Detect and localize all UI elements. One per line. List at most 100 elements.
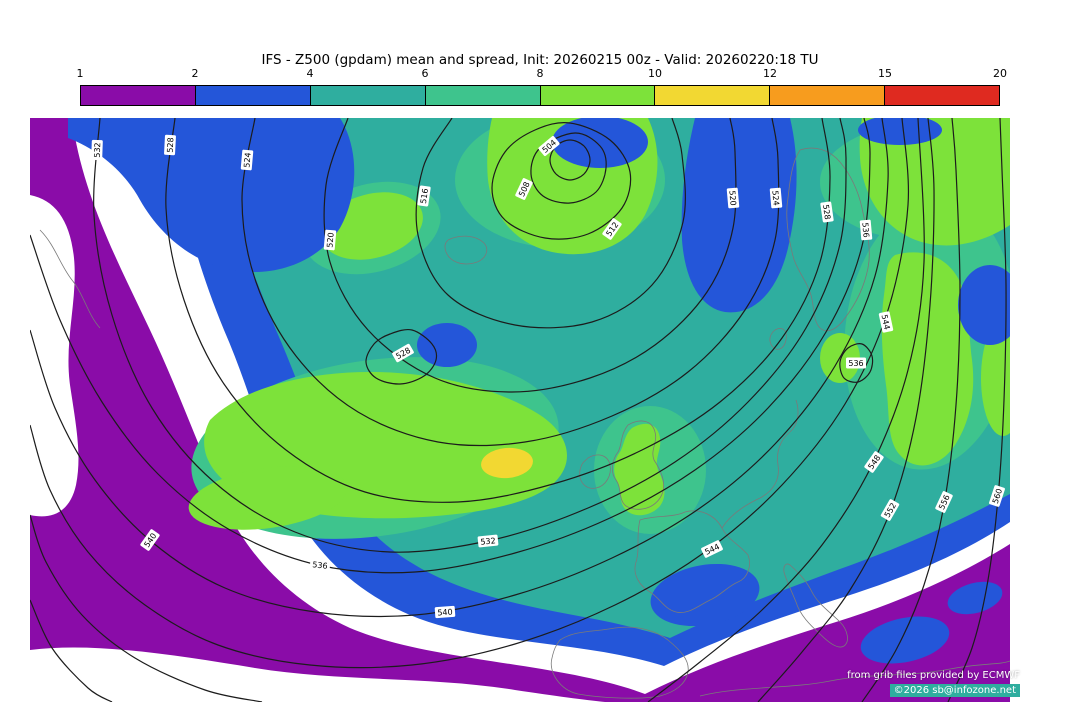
region-blue-patch-france bbox=[650, 563, 760, 627]
colorbar-segment-green bbox=[540, 86, 656, 105]
colorbar-tick-12: 12 bbox=[763, 67, 777, 80]
contour-label-516: 516 bbox=[417, 185, 431, 207]
coastline-10 bbox=[721, 399, 799, 529]
colorbar-ticks: 1 2 4 6 8 10 12 15 20 bbox=[76, 67, 1008, 81]
region-blue-patch-north bbox=[552, 118, 648, 168]
contour-544-12 bbox=[30, 118, 910, 669]
contour-516-3 bbox=[415, 118, 686, 329]
contour-label-536: 536 bbox=[859, 219, 873, 241]
svg-text:520: 520 bbox=[727, 190, 737, 206]
colorbar-tick-15: 15 bbox=[878, 67, 892, 80]
region-green-northeast bbox=[859, 118, 1010, 246]
contour-524-5 bbox=[241, 118, 780, 447]
region-blue-patch-south bbox=[860, 616, 950, 664]
region-blue-patch-northwest bbox=[68, 118, 355, 273]
colorbar-tick-10: 10 bbox=[648, 67, 662, 80]
colorbar-segment-blue bbox=[195, 86, 311, 105]
contour-label-532: 532 bbox=[477, 534, 499, 548]
contour-512-2 bbox=[491, 122, 632, 240]
region-blue-patch-central bbox=[417, 323, 477, 367]
coastline-1 bbox=[579, 454, 611, 489]
region-blue-patch-east bbox=[958, 265, 1010, 345]
svg-text:536: 536 bbox=[860, 222, 870, 238]
coastline-3 bbox=[550, 626, 689, 699]
contour-560-18 bbox=[947, 118, 1007, 702]
colorbar-segment-red bbox=[885, 86, 999, 105]
contour-label-520: 520 bbox=[323, 229, 337, 251]
coastline-0 bbox=[612, 420, 665, 510]
coastline-7 bbox=[444, 235, 488, 265]
colorbar-segment-orange bbox=[770, 86, 886, 105]
coastlines bbox=[39, 147, 1010, 699]
colorbar-wrap: 1 2 4 6 8 10 12 15 20 bbox=[77, 67, 1007, 106]
region-green-central-sw bbox=[188, 466, 348, 530]
contour-label-524: 524 bbox=[769, 187, 783, 209]
svg-text:544: 544 bbox=[880, 314, 892, 331]
contour-536-9 bbox=[30, 118, 871, 574]
contour-label-560: 560 bbox=[989, 485, 1005, 507]
spread-fill-regions bbox=[30, 118, 1010, 702]
svg-text:532: 532 bbox=[480, 536, 496, 547]
contour-540-11 bbox=[30, 118, 889, 618]
contour-508-1 bbox=[530, 132, 607, 204]
svg-text:560: 560 bbox=[991, 487, 1004, 504]
credit-site: ©2026 sb@infozone.net bbox=[889, 684, 1020, 697]
colorbar-tick-20: 20 bbox=[993, 67, 1007, 80]
credit-ecmwf: from grib files provided by ECMWF bbox=[847, 670, 1020, 681]
svg-text:536: 536 bbox=[848, 359, 863, 368]
region-green-britain bbox=[614, 423, 665, 516]
coastline-2 bbox=[634, 510, 750, 613]
contour-548-14 bbox=[647, 118, 925, 702]
svg-text:524: 524 bbox=[770, 190, 780, 206]
contour-label-544: 544 bbox=[878, 311, 894, 333]
contour-label-536: 536 bbox=[846, 357, 866, 369]
contour-label-536: 536 bbox=[309, 558, 331, 572]
contour-label-524: 524 bbox=[240, 149, 254, 171]
region-yellow-spot bbox=[481, 447, 533, 479]
svg-text:528: 528 bbox=[166, 137, 176, 153]
svg-text:528: 528 bbox=[821, 204, 832, 220]
contour-label-540: 540 bbox=[434, 605, 456, 619]
colorbar-tick-1: 1 bbox=[76, 67, 84, 80]
contour-label-532: 532 bbox=[91, 139, 103, 161]
coastline-8 bbox=[699, 660, 1010, 697]
contour-528-7 bbox=[365, 328, 438, 385]
svg-text:520: 520 bbox=[325, 232, 335, 248]
colorbar-segment-teal bbox=[310, 86, 426, 105]
contour-labels: 5045085125165205205245245285285285325325… bbox=[91, 134, 1005, 619]
chart-title: IFS - Z500 (gpdam) mean and spread, Init… bbox=[261, 52, 819, 68]
svg-text:516: 516 bbox=[419, 188, 430, 204]
contour-label-528: 528 bbox=[164, 134, 176, 156]
svg-text:524: 524 bbox=[242, 152, 252, 168]
contour-lines bbox=[30, 118, 1007, 702]
svg-text:540: 540 bbox=[437, 607, 453, 617]
contour-520-4 bbox=[323, 118, 737, 393]
colorbar-segment-yellow bbox=[655, 86, 771, 105]
colorbar-tick-2: 2 bbox=[191, 67, 199, 80]
coastline-4 bbox=[783, 563, 848, 648]
region-white-west bbox=[30, 195, 79, 517]
contour-label-528: 528 bbox=[820, 201, 834, 223]
contour-label-520: 520 bbox=[726, 187, 740, 209]
region-blue-patch-northeast bbox=[858, 118, 942, 145]
svg-text:536: 536 bbox=[312, 560, 328, 571]
contour-528-6 bbox=[165, 118, 831, 503]
contour-552-15 bbox=[30, 599, 113, 702]
contour-536-10 bbox=[839, 343, 874, 383]
colorbar-tick-8: 8 bbox=[536, 67, 544, 80]
colorbar bbox=[80, 85, 1000, 106]
svg-text:532: 532 bbox=[93, 142, 103, 158]
colorbar-tick-6: 6 bbox=[421, 67, 429, 80]
colorbar-tick-4: 4 bbox=[306, 67, 314, 80]
colorbar-segment-purple bbox=[81, 86, 196, 105]
contour-556-17 bbox=[861, 118, 961, 702]
region-blue-patch-south2 bbox=[947, 581, 1003, 615]
region-green-east-band bbox=[881, 252, 974, 466]
colorbar-segment-teal_green bbox=[425, 86, 541, 105]
region-green-east-edge bbox=[981, 320, 1010, 436]
contour-548-13 bbox=[30, 514, 263, 702]
region-white-southwest bbox=[30, 647, 605, 702]
coastline-9 bbox=[39, 229, 101, 329]
coastline-5 bbox=[786, 147, 870, 332]
